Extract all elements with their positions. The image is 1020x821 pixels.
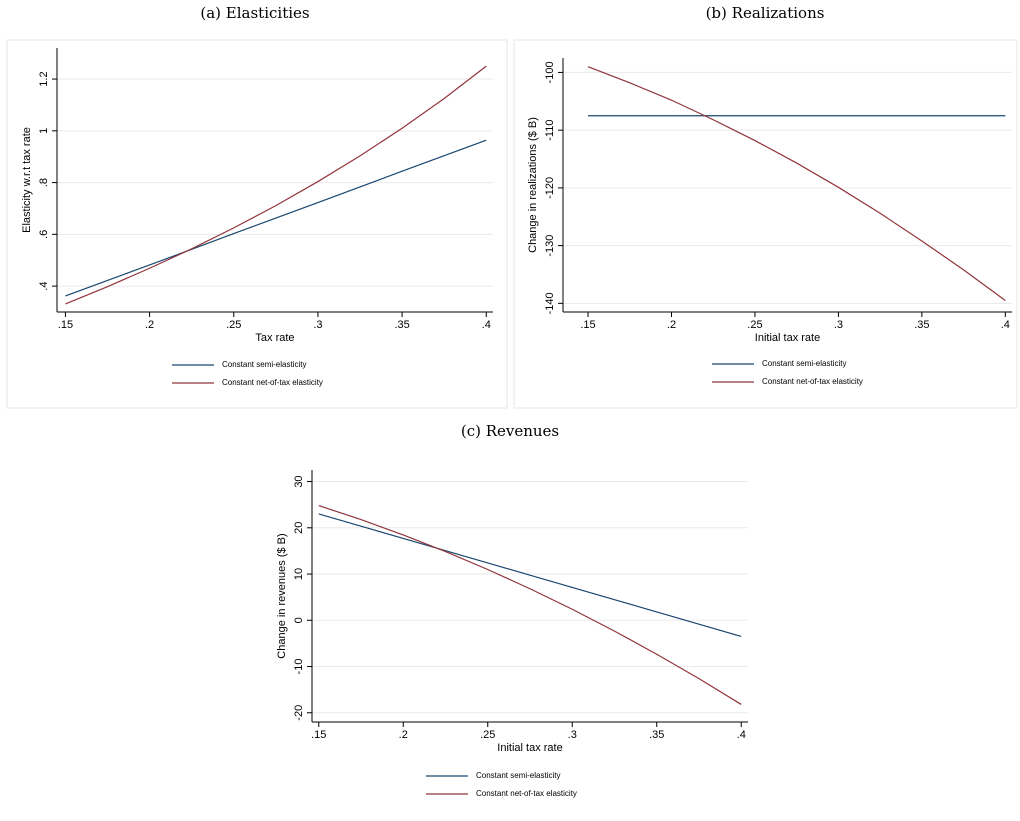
line: [318, 505, 742, 705]
y-tick-label: -120: [544, 177, 556, 199]
y-tick-label: 20: [293, 522, 305, 534]
x-tick-label: .25: [480, 729, 495, 741]
y-axis-title: Change in revenues ($ B): [276, 533, 288, 658]
y-tick-label: -20: [293, 705, 305, 721]
x-axis-title: Initial tax rate: [497, 742, 562, 754]
y-tick-label: .4: [38, 282, 50, 291]
legend-label: Constant semi-elasticity: [476, 771, 560, 780]
y-tick-label: -10: [293, 659, 305, 675]
y-axis-title: Elasticity w.r.t tax rate: [21, 127, 33, 233]
x-tick-label: .35: [649, 729, 664, 741]
y-tick-label: 0: [293, 617, 305, 623]
line: [587, 66, 1006, 301]
legend-label: Constant semi-elasticity: [762, 359, 846, 368]
x-axis-title: Initial tax rate: [755, 332, 820, 344]
x-axis-title: Tax rate: [255, 332, 294, 344]
y-tick-label: .8: [38, 178, 50, 187]
x-tick-label: .3: [568, 729, 577, 741]
panel-frame: [6, 39, 508, 409]
panel-title: (c) Revenues: [461, 422, 559, 440]
x-tick-label: .25: [226, 319, 241, 331]
x-tick-label: .35: [394, 319, 409, 331]
x-tick-label: .35: [914, 319, 929, 331]
y-tick-label: .6: [38, 230, 50, 239]
y-tick-label: -140: [544, 292, 556, 314]
x-tick-label: .15: [311, 729, 326, 741]
x-tick-label: .25: [747, 319, 762, 331]
x-tick-label: .2: [667, 319, 676, 331]
y-tick-label: -110: [544, 120, 556, 141]
y-axis-title: Change in realizations ($ B): [527, 117, 539, 253]
x-tick-label: .4: [1001, 319, 1010, 331]
legend-label: Constant semi-elasticity: [222, 360, 306, 369]
x-tick-label: .4: [482, 319, 491, 331]
y-tick-label: -130: [544, 235, 556, 257]
line: [65, 139, 487, 297]
y-tick-label: 1.2: [38, 71, 50, 86]
x-tick-label: .15: [580, 319, 595, 331]
y-tick-label: -100: [544, 61, 556, 83]
x-tick-label: .3: [834, 319, 843, 331]
x-tick-label: .3: [313, 319, 322, 331]
legend-label: Constant net-of-tax elasticity: [476, 789, 577, 798]
x-tick-label: .15: [58, 319, 73, 331]
panel-title: (a) Elasticities: [200, 4, 309, 22]
line: [318, 513, 742, 638]
y-tick-label: 10: [293, 568, 305, 580]
legend-label: Constant net-of-tax elasticity: [222, 378, 323, 387]
panel-title: (b) Realizations: [706, 4, 825, 22]
x-tick-label: .2: [399, 729, 408, 741]
y-tick-label: 1: [38, 128, 50, 134]
panel-frame: [513, 39, 1018, 409]
legend-label: Constant net-of-tax elasticity: [762, 377, 863, 386]
x-tick-label: .4: [737, 729, 746, 741]
y-tick-label: 30: [293, 475, 305, 487]
x-tick-label: .2: [145, 319, 154, 331]
line: [65, 65, 487, 305]
